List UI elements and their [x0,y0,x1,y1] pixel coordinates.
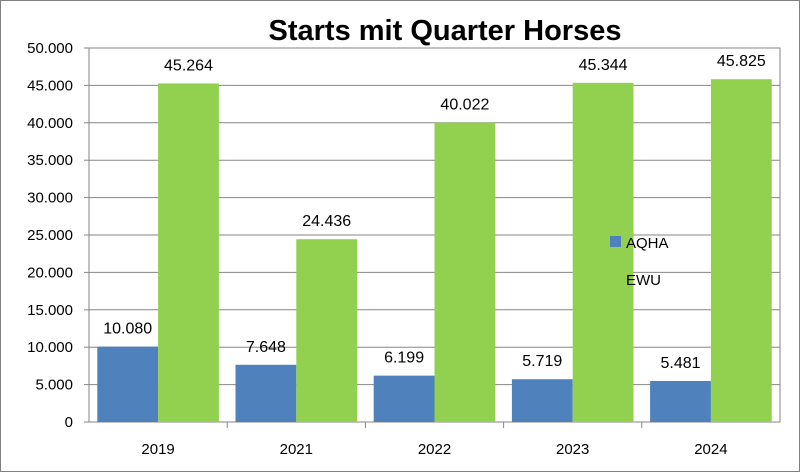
y-tick-label: 20.000 [27,264,73,281]
bar [373,375,435,422]
y-tick-label: 0 [65,414,73,431]
y-tick-label: 30.000 [27,190,73,207]
data-label: 5.481 [660,355,700,372]
bar [434,122,496,422]
legend-swatch [610,273,621,284]
y-tick-label: 25.000 [27,227,73,244]
y-tick-label: 5.000 [35,377,73,394]
bar [511,379,573,422]
data-label: 10.080 [103,321,152,338]
data-label: 24.436 [302,213,351,230]
y-tick-label: 10.000 [27,339,73,356]
y-tick-label: 15.000 [27,302,73,319]
x-tick-label: 2022 [418,441,451,458]
bar [650,381,711,422]
x-tick-label: 2019 [141,441,174,458]
bar [158,83,219,422]
legend-swatch [610,236,621,247]
x-tick-label: 2021 [280,441,313,458]
chart-title: Starts mit Quarter Horses [269,15,622,47]
legend-label: EWU [626,272,661,289]
y-tick-label: 45.000 [27,77,73,94]
data-label: 40.022 [440,97,489,114]
y-tick-label: 50.000 [27,40,73,57]
data-label: 45.825 [717,53,766,70]
data-label: 5.719 [522,353,562,370]
data-label: 7.648 [246,339,286,356]
bar [572,82,634,423]
data-label: 6.199 [384,350,424,367]
x-tick-label: 2023 [556,441,589,458]
data-label: 45.344 [579,57,628,74]
y-tick-label: 40.000 [27,115,73,132]
data-labels: 10.080 45.264 7.648 24.436 6.199 40.022 5.719 4… [103,53,766,372]
bar [235,364,297,422]
legend: AQHA EWU [610,235,669,289]
x-tick-label: 2024 [694,441,727,458]
data-label: 45.264 [164,57,213,74]
legend-label: AQHA [626,235,669,252]
bar [97,346,159,422]
bar [710,79,772,422]
bars [97,79,772,423]
y-tick-label: 35.000 [27,152,73,169]
axes: 0 5.000 10.000 15.000 20.000 25.000 30.000 35.0… [27,40,727,458]
bar [296,239,358,422]
